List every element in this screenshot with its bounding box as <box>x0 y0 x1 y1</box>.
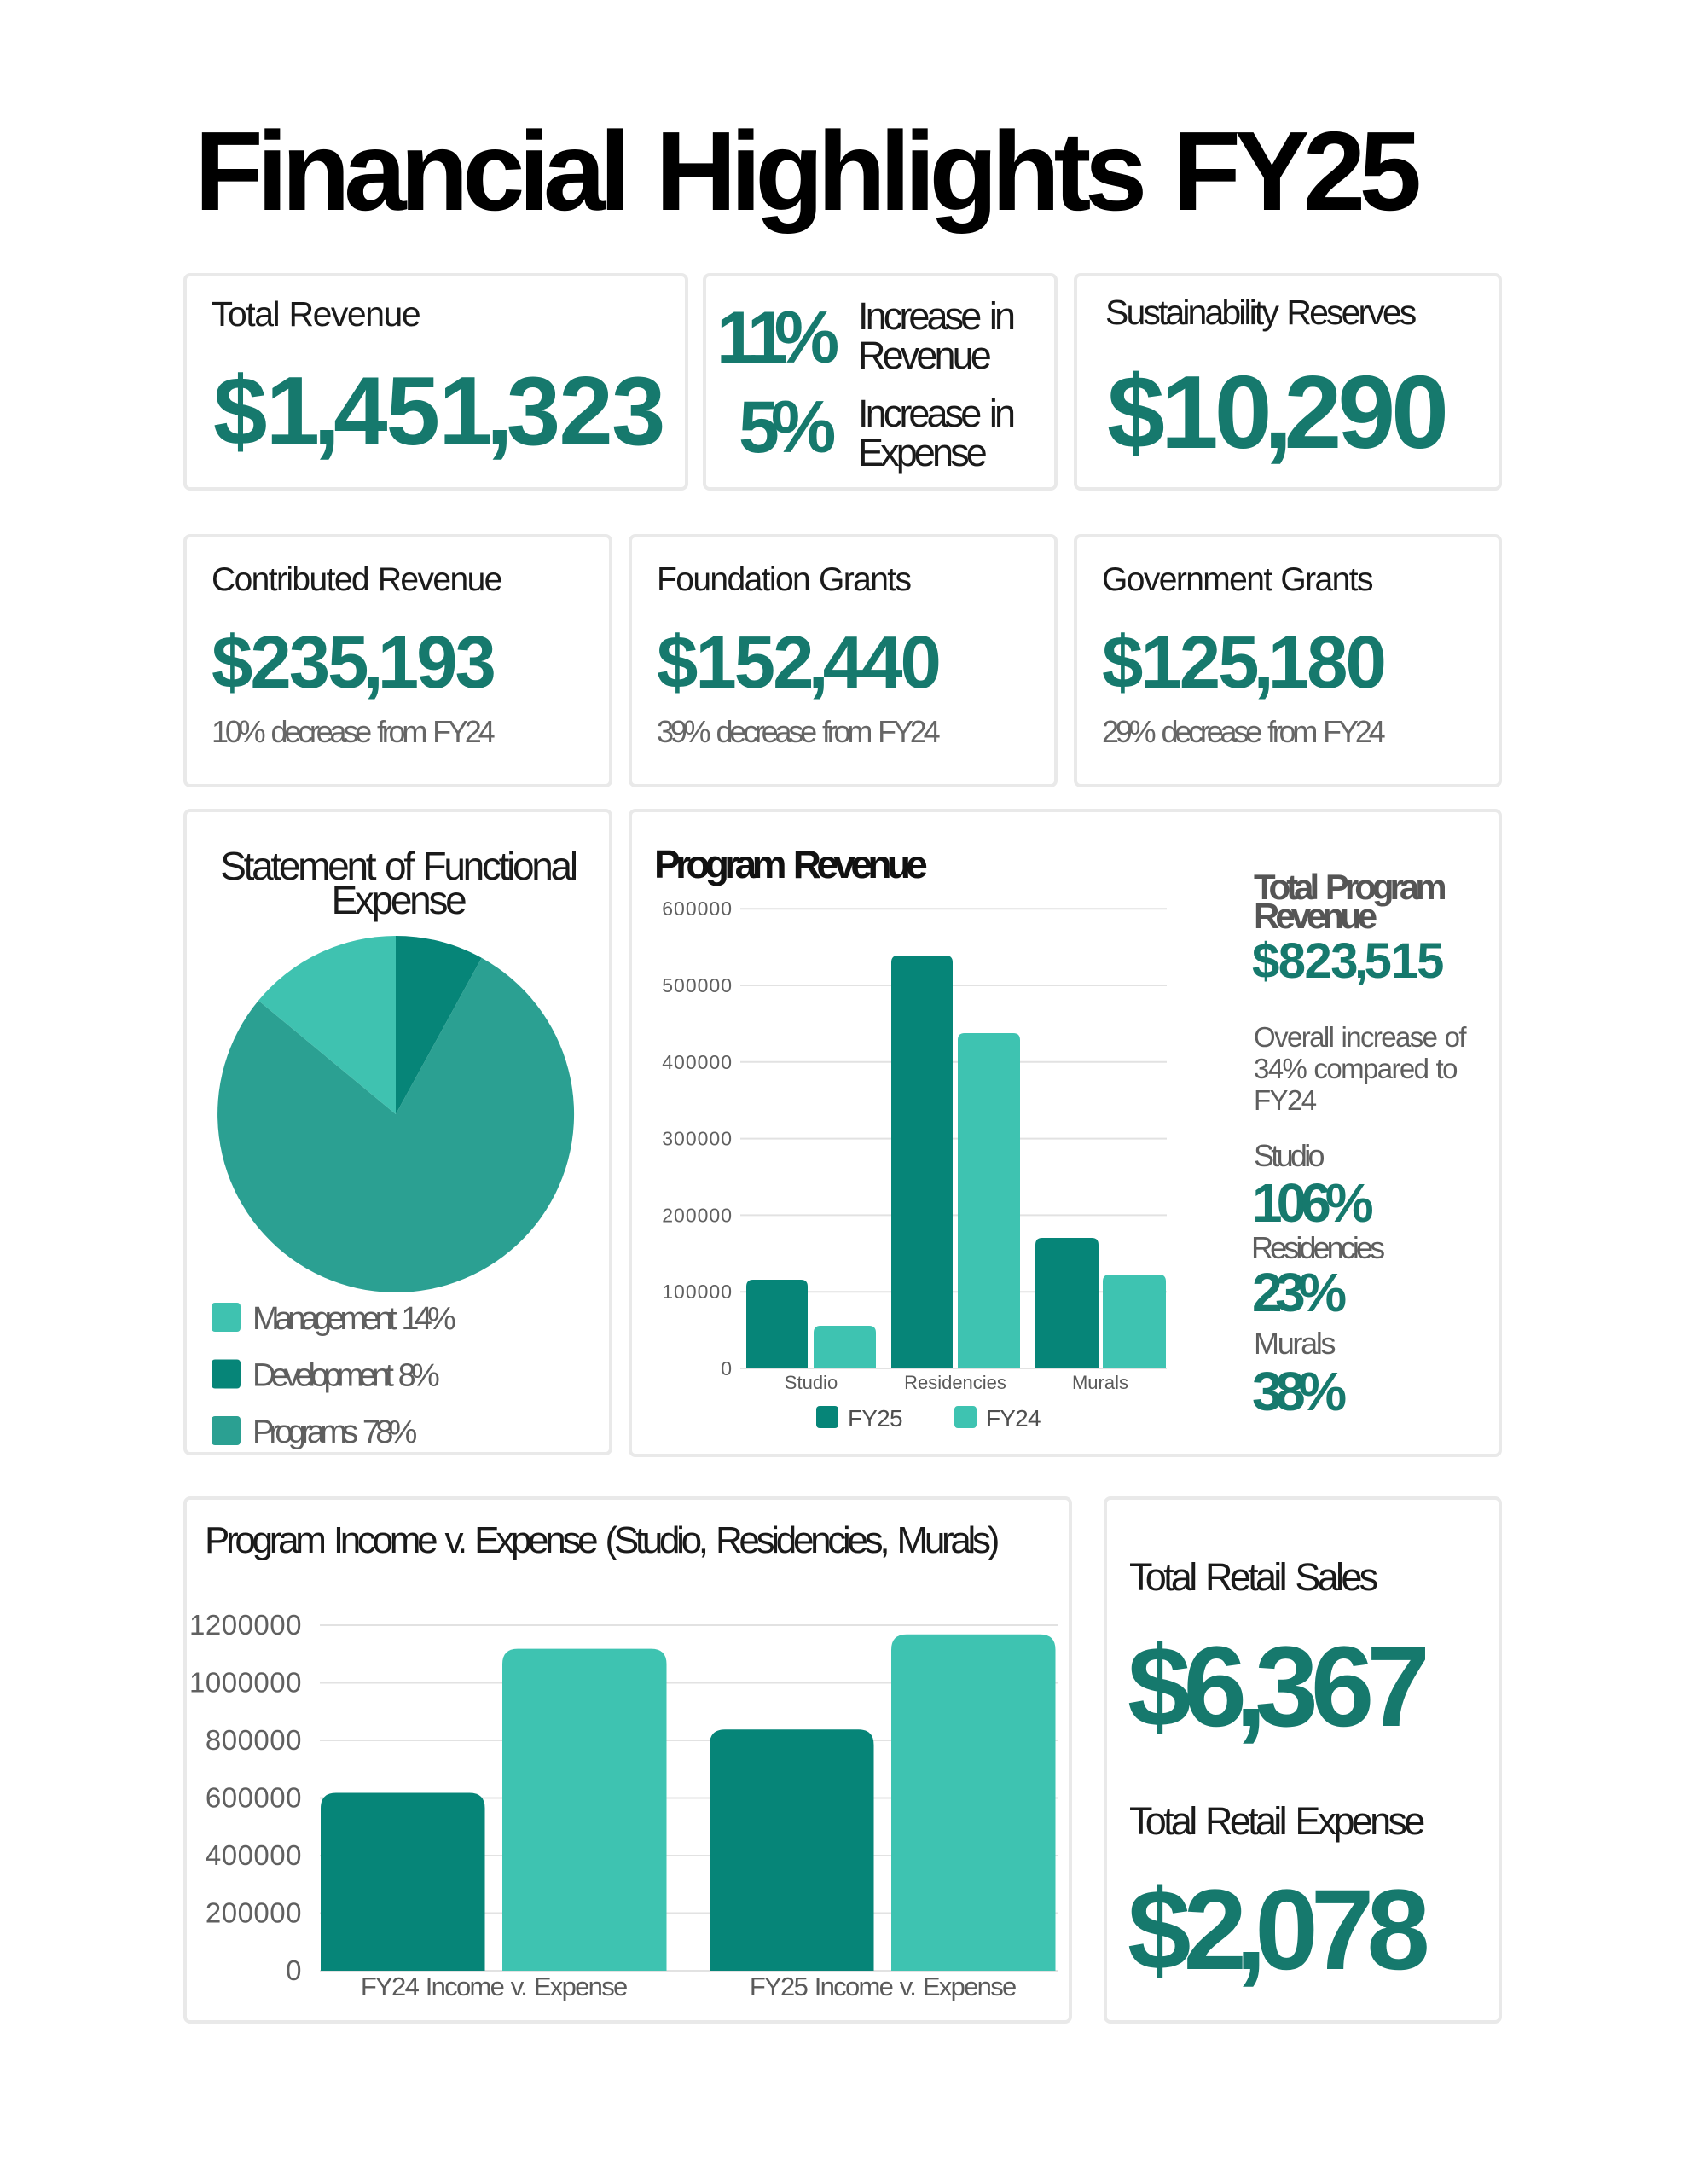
svg-text:FY24 Income v. Expense: FY24 Income v. Expense <box>361 1972 627 2001</box>
svg-text:Management 14%: Management 14% <box>252 1301 455 1337</box>
svg-text:400000: 400000 <box>662 1051 733 1073</box>
svg-text:1200000: 1200000 <box>189 1609 302 1641</box>
svg-text:0: 0 <box>721 1357 733 1380</box>
svg-text:400000: 400000 <box>206 1839 302 1871</box>
svg-text:Programs 78%: Programs 78% <box>252 1414 417 1450</box>
svg-text:600000: 600000 <box>662 897 733 920</box>
svg-text:FY25: FY25 <box>848 1405 902 1432</box>
svg-text:100000: 100000 <box>662 1281 733 1303</box>
svg-text:FY24: FY24 <box>986 1405 1041 1432</box>
svg-text:FY25 Income v. Expense: FY25 Income v. Expense <box>750 1972 1016 2001</box>
svg-text:600000: 600000 <box>206 1782 302 1814</box>
svg-text:500000: 500000 <box>662 974 733 996</box>
svg-text:200000: 200000 <box>662 1205 733 1227</box>
svg-text:Murals: Murals <box>1072 1372 1128 1393</box>
svg-text:Residencies: Residencies <box>904 1372 1006 1393</box>
svg-text:Development 8%: Development 8% <box>252 1358 439 1394</box>
svg-text:800000: 800000 <box>206 1724 302 1756</box>
svg-text:Studio: Studio <box>785 1372 838 1393</box>
svg-text:0: 0 <box>286 1955 302 1986</box>
svg-text:1000000: 1000000 <box>189 1667 302 1699</box>
svg-text:200000: 200000 <box>206 1897 302 1929</box>
svg-text:300000: 300000 <box>662 1128 733 1150</box>
